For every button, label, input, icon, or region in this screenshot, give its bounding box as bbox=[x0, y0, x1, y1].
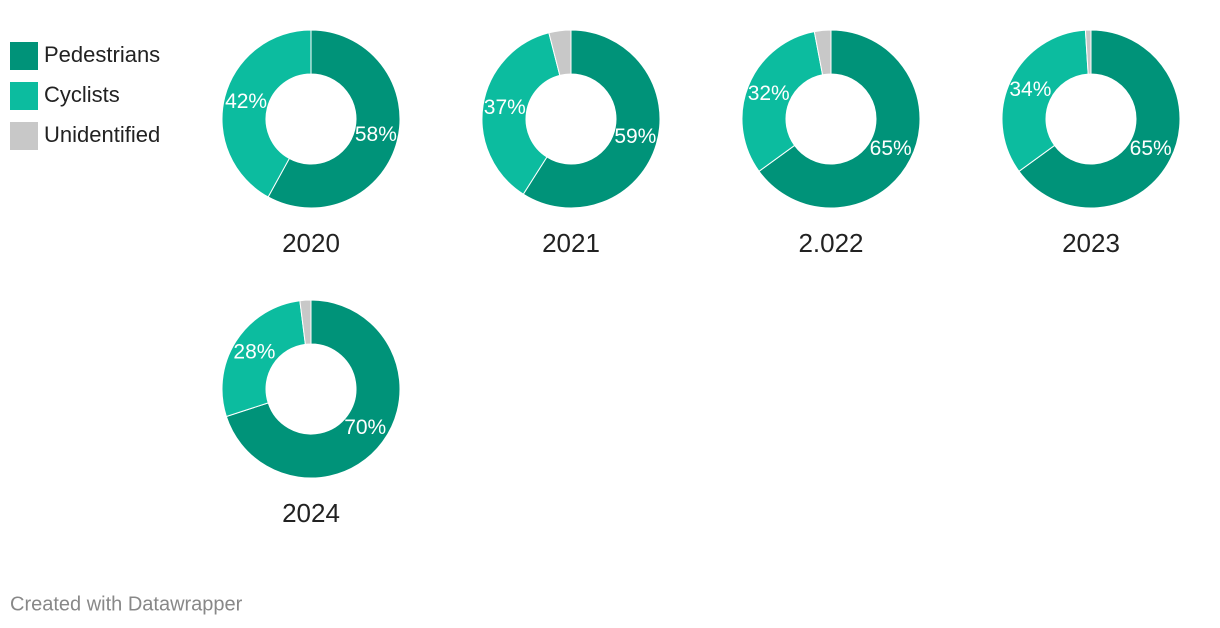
value-label: 65% bbox=[870, 137, 912, 160]
donut-slice bbox=[758, 29, 921, 209]
donut-slice bbox=[522, 29, 661, 209]
donut-slice bbox=[221, 29, 312, 198]
donut-title: 2021 bbox=[542, 228, 600, 258]
footer: Created with Datawrapper bbox=[10, 593, 243, 615]
donut-slice bbox=[548, 29, 572, 77]
donut-slice bbox=[299, 299, 312, 345]
value-label: 70% bbox=[344, 416, 386, 439]
donut-title: 2023 bbox=[1062, 228, 1120, 258]
value-label: 42% bbox=[225, 90, 267, 113]
legend-label: Cyclists bbox=[44, 82, 120, 107]
legend-swatch bbox=[10, 122, 38, 150]
donut-slice bbox=[1001, 29, 1089, 173]
donut-slice bbox=[221, 300, 306, 418]
value-label: 28% bbox=[233, 341, 275, 364]
donut-slice bbox=[1018, 29, 1181, 209]
legend-swatch bbox=[10, 42, 38, 70]
value-label: 65% bbox=[1130, 137, 1172, 160]
donut-slice bbox=[225, 299, 401, 479]
value-label: 37% bbox=[484, 96, 526, 119]
donut-slice bbox=[813, 29, 832, 76]
donut-title: 2.022 bbox=[798, 228, 863, 258]
legend-label: Unidentified bbox=[44, 122, 160, 147]
value-label: 34% bbox=[1009, 78, 1051, 101]
legend-label: Pedestrians bbox=[44, 42, 160, 67]
value-label: 58% bbox=[355, 123, 397, 146]
legend-swatch bbox=[10, 82, 38, 110]
donut-slice bbox=[741, 30, 824, 173]
donut-title: 2024 bbox=[282, 498, 340, 528]
donut-slice bbox=[267, 29, 401, 209]
value-label: 32% bbox=[748, 82, 790, 105]
donut-title: 2020 bbox=[282, 228, 340, 258]
donut-slice bbox=[1084, 29, 1092, 75]
donut-slice bbox=[481, 32, 561, 195]
value-label: 59% bbox=[614, 125, 656, 148]
